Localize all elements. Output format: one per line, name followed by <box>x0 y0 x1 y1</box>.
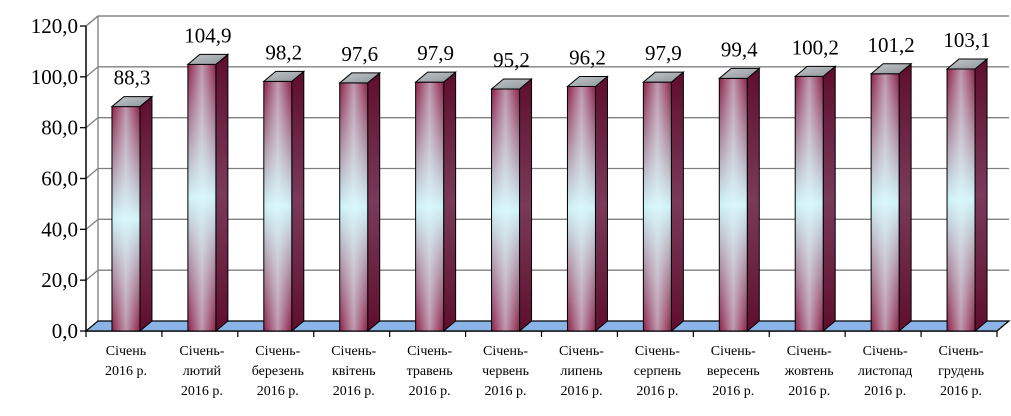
bar <box>338 71 382 333</box>
y-tick-label: 60,0 <box>41 167 78 191</box>
bar-front-sheen <box>111 106 141 332</box>
gridline-depth <box>85 117 99 129</box>
bar-front-sheen <box>339 82 369 332</box>
bar-top <box>338 72 382 84</box>
data-label: 88,3 <box>114 66 151 90</box>
x-category-label: Січень 2016 р. <box>105 344 147 379</box>
bar-top <box>566 75 609 87</box>
data-label: 98,2 <box>265 40 302 64</box>
y-tick-label: 20,0 <box>41 268 78 292</box>
data-label: 99,4 <box>721 37 758 61</box>
bar-side <box>822 65 836 333</box>
y-tick-labels: 0,0 20,0 40,0 60,0 80,0 100,0 120,0 <box>31 14 78 343</box>
bar-front-sheen <box>642 81 672 332</box>
y-tick-label: 100,0 <box>31 65 78 89</box>
bar-front-sheen <box>491 88 521 332</box>
gridline-depth <box>85 218 99 230</box>
bar-front-sheen <box>870 73 900 332</box>
y-tick-label: 0,0 <box>52 319 78 343</box>
y-tick-label: 120,0 <box>31 14 78 38</box>
x-category-label: Січень-червень 2016 р. <box>482 344 529 399</box>
data-label: 97,6 <box>341 42 378 66</box>
x-category-label: Січень-квітень 2016 р. <box>331 344 376 399</box>
y-tick-label: 80,0 <box>41 116 78 140</box>
x-category-label: Січень-серпень 2016 р. <box>634 344 681 399</box>
bar-top <box>490 78 533 90</box>
bar-side <box>974 57 988 333</box>
data-label: 95,2 <box>493 48 530 72</box>
bar <box>490 77 533 333</box>
bar-top <box>793 65 837 77</box>
data-label: 97,9 <box>417 41 454 65</box>
x-category-label: Січень-травень 2016 р. <box>407 344 453 399</box>
bar <box>793 65 837 333</box>
bar-side <box>367 71 381 333</box>
x-category-label: Січень-лютий 2016 р. <box>179 344 224 399</box>
gridline-depth <box>85 168 99 179</box>
bar-front-sheen <box>946 68 976 332</box>
bar-side <box>443 71 457 333</box>
bar <box>717 67 761 333</box>
bar-side <box>139 95 153 333</box>
x-category-label: Січень-жовтень 2016 р. <box>784 344 834 399</box>
floor-plane <box>84 320 1011 332</box>
bar-top <box>110 96 154 108</box>
chart-floor <box>84 320 1011 332</box>
data-label: 101,2 <box>868 33 915 57</box>
bar-side <box>519 77 533 333</box>
bar-top <box>641 71 685 83</box>
gridline-depth <box>85 66 99 78</box>
bar-top <box>186 53 230 65</box>
bar <box>110 95 154 333</box>
bar <box>869 62 913 333</box>
gridline-depth <box>85 15 99 27</box>
bar-top <box>262 70 306 82</box>
bar-top <box>869 63 913 75</box>
x-category-label: Січень-вересень 2016 р. <box>707 344 760 399</box>
bar-side <box>215 53 229 333</box>
x-category-label: Січень-липень 2016 р. <box>559 344 604 399</box>
bar-front-sheen <box>566 85 596 332</box>
data-label: 103,1 <box>943 28 990 52</box>
gridline-depth <box>85 269 99 281</box>
bar <box>414 71 458 333</box>
x-category-label: Січень-березень 2016 р. <box>252 344 304 399</box>
x-category-label: Січень-листопад 2016 р. <box>858 344 912 399</box>
bar-top <box>717 67 761 79</box>
data-label: 96,2 <box>569 45 606 69</box>
bar <box>566 75 609 333</box>
x-category-label: Січень-грудень 2016 р. <box>938 344 984 399</box>
bar <box>186 53 230 333</box>
data-labels: 88,3 104,9 98,2 97,6 97,9 95,2 96,2 97,9 99,4 100… <box>114 23 991 89</box>
bar <box>641 71 685 333</box>
bar-front-sheen <box>263 80 293 332</box>
bar-front-sheen <box>415 81 445 332</box>
bar-side <box>746 67 760 333</box>
data-label: 104,9 <box>184 23 231 47</box>
bar-side <box>594 75 608 333</box>
bar-front-sheen <box>794 75 824 332</box>
bars <box>110 53 989 333</box>
bar-front-sheen <box>187 63 217 332</box>
bar-side <box>898 62 912 333</box>
data-label: 100,2 <box>792 35 839 59</box>
y-tick-label: 40,0 <box>41 217 78 241</box>
data-label: 97,9 <box>645 41 682 65</box>
bar-top <box>414 71 458 83</box>
bar-side <box>670 71 684 333</box>
bar-front-sheen <box>718 77 748 332</box>
bar-side <box>291 70 305 333</box>
bar <box>262 70 306 333</box>
bar-top <box>945 58 989 70</box>
bar <box>945 57 989 333</box>
x-category-labels: Січень 2016 р. Січень-лютий 2016 р. Січень-б… <box>105 344 984 399</box>
